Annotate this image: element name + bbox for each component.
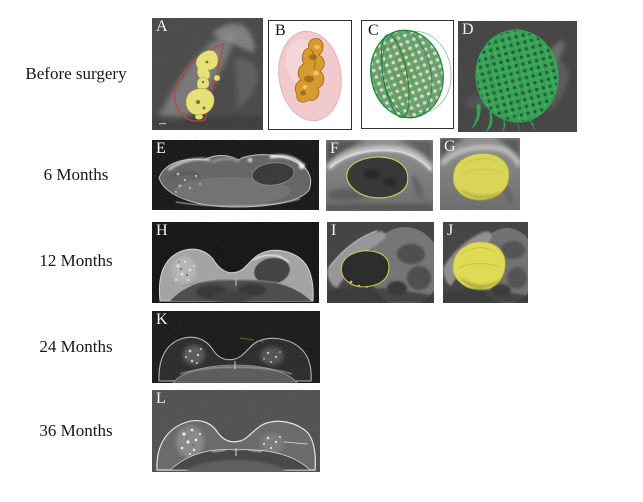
mri-cavity-outline-image-12m (327, 222, 434, 303)
panel-l-axial-mri-36m: L (152, 390, 320, 472)
axial-breast-mri-image (152, 222, 319, 303)
mri-tumor-segmentation-image (152, 18, 263, 130)
row-label-6-months: 6 Months (43, 165, 109, 184)
row-label-36-months: 36 Months (39, 421, 113, 440)
panel-letter-l: L (156, 390, 166, 407)
panel-e-axial-mri-6m: E (152, 140, 319, 210)
panel-d-scaffold-on-mri: D (458, 21, 577, 132)
mri-cavity-outline-image (326, 140, 433, 211)
panel-letter-a: A (156, 18, 168, 35)
tumor-in-breast-3d-render (278, 30, 342, 122)
panel-letter-f: F (330, 140, 339, 157)
panel-j-cavity-volume-12m: J (443, 222, 528, 303)
panel-letter-g: G (444, 138, 456, 155)
panel-letter-c: C (368, 22, 379, 39)
scaffold-on-mri-render (458, 21, 577, 132)
panel-letter-b: B (275, 22, 286, 39)
scaffold-lattice-3d-render (370, 29, 452, 119)
panel-g-cavity-volume-6m: G (440, 138, 520, 210)
axial-breast-mri-image-36m (152, 390, 320, 472)
row-label-before-surgery: Before surgery (25, 64, 127, 83)
panel-letter-j: J (447, 222, 454, 239)
panel-b-3d-tumor-volume: B (268, 20, 352, 130)
mri-cavity-volume-image (440, 138, 520, 210)
mri-cavity-volume-image-12m (443, 222, 528, 303)
panel-k-axial-mri-24m: K (152, 311, 320, 383)
panel-a-preop-mri: A (152, 18, 263, 130)
panel-h-axial-mri-12m: H (152, 222, 319, 303)
panel-f-cavity-outline-6m: F (326, 140, 433, 211)
axial-chest-mri-image (152, 140, 319, 210)
row-label-24-months: 24 Months (39, 337, 113, 356)
panel-letter-k: K (156, 311, 168, 328)
panel-c-scaffold-3d: C (361, 20, 454, 129)
panel-letter-e: E (156, 140, 166, 157)
axial-breast-mri-image-24m (152, 311, 320, 383)
row-label-12-months: 12 Months (39, 251, 113, 270)
panel-i-cavity-outline-12m: I (327, 222, 434, 303)
panel-letter-h: H (156, 222, 168, 239)
panel-letter-i: I (331, 222, 337, 239)
panel-letter-d: D (462, 21, 474, 38)
